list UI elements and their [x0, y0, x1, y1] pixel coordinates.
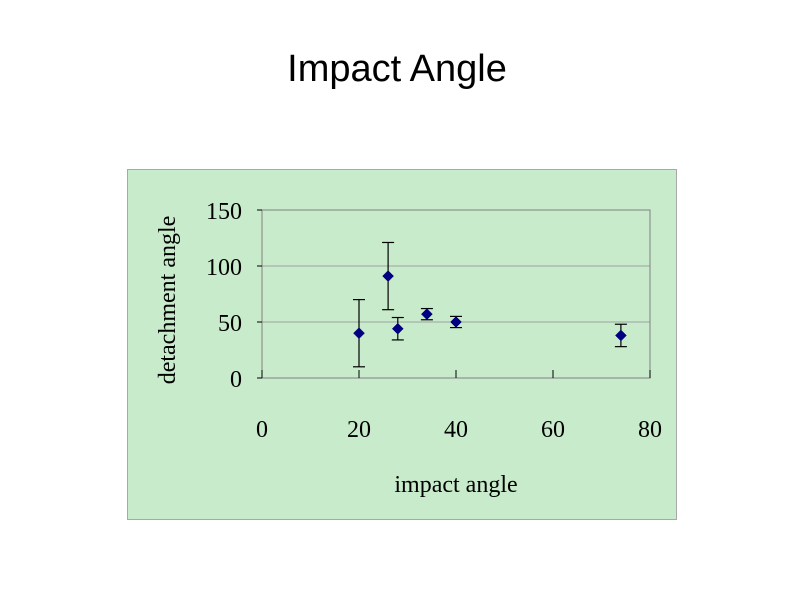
data-point: [615, 329, 627, 342]
x-tick-label: 80: [638, 417, 662, 443]
gridlines: [262, 265, 650, 323]
plot-frame: [261, 209, 651, 379]
x-tick-label: 40: [444, 417, 468, 443]
x-axis-label: impact angle: [394, 472, 517, 498]
x-tick-label: 20: [347, 417, 371, 443]
chart-area: 0 50 100 150 0 20 40 60 80 impact angle detachme…: [127, 169, 677, 520]
data-point: [450, 316, 462, 328]
data-point: [353, 327, 365, 340]
tick-marks: [257, 209, 651, 379]
y-tick-label: 150: [206, 199, 242, 225]
x-tick-label: 60: [541, 417, 565, 443]
y-axis-label: detachment angle: [155, 216, 181, 385]
scatter-chart: 0 50 100 150 0 20 40 60 80 impact angle detachme…: [155, 199, 662, 498]
data-points: [353, 270, 627, 342]
y-tick-label: 100: [206, 255, 242, 281]
data-point: [382, 270, 394, 282]
y-tick-label: 0: [230, 367, 242, 393]
error-bars: [353, 241, 627, 368]
slide-title: Impact Angle: [287, 48, 507, 90]
data-point: [391, 322, 404, 335]
tick-labels: 0 50 100 150 0 20 40 60 80: [206, 199, 662, 443]
x-tick-label: 0: [256, 417, 268, 443]
y-tick-label: 50: [218, 311, 242, 337]
data-point: [421, 308, 433, 321]
